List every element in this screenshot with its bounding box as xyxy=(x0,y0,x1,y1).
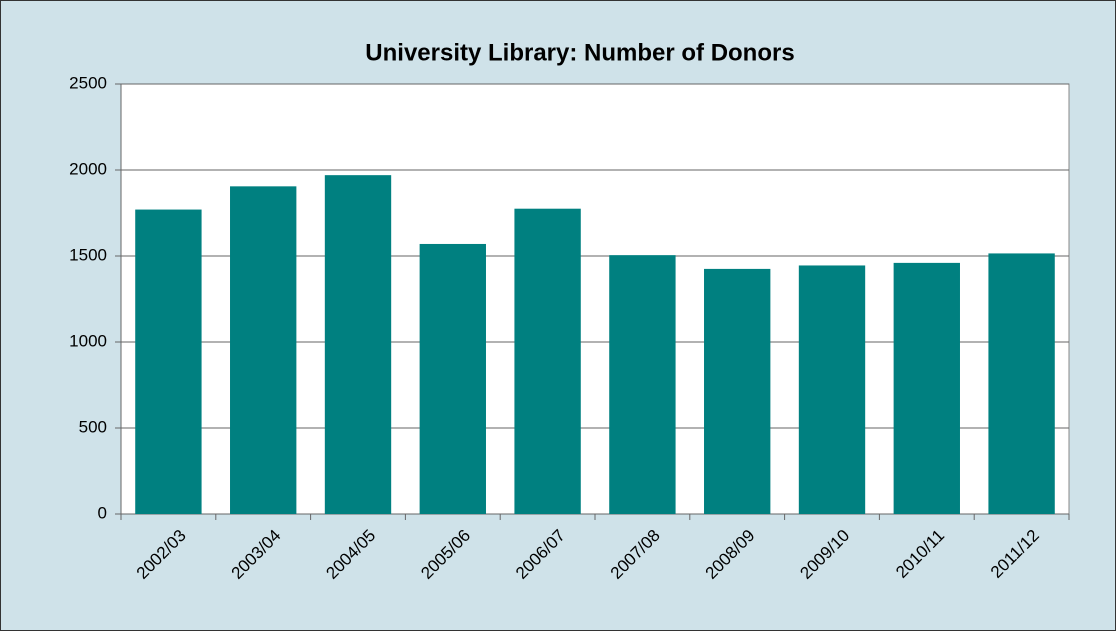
bar xyxy=(798,265,866,514)
y-tick-label: 2500 xyxy=(69,73,107,92)
bar xyxy=(704,268,771,514)
y-tick-label: 0 xyxy=(98,503,107,522)
bar xyxy=(609,255,676,514)
bar xyxy=(988,253,1055,515)
y-tick-label: 1000 xyxy=(69,331,107,350)
bar xyxy=(230,186,297,514)
bar xyxy=(324,175,392,514)
y-tick-label: 1500 xyxy=(69,245,107,264)
y-tick-label: 2000 xyxy=(69,159,107,178)
bar xyxy=(893,262,960,514)
bar xyxy=(419,243,486,514)
bar xyxy=(135,209,202,514)
chart-title: University Library: Number of Donors xyxy=(365,39,794,66)
y-tick-label: 500 xyxy=(79,417,107,436)
bar xyxy=(514,208,581,514)
